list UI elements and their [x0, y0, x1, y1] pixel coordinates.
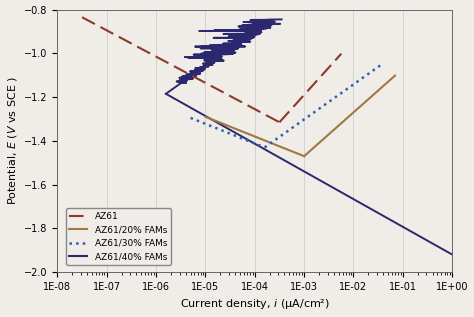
Legend: AZ61, AZ61/20% FAMs, AZ61/30% FAMs, AZ61/40% FAMs: AZ61, AZ61/20% FAMs, AZ61/30% FAMs, AZ61… [66, 208, 171, 265]
X-axis label: Current density, $i$ (μA/cm²): Current density, $i$ (μA/cm²) [180, 297, 330, 311]
Y-axis label: Potential, $E$ ($V$ vs SCE ): Potential, $E$ ($V$ vs SCE ) [6, 76, 18, 205]
